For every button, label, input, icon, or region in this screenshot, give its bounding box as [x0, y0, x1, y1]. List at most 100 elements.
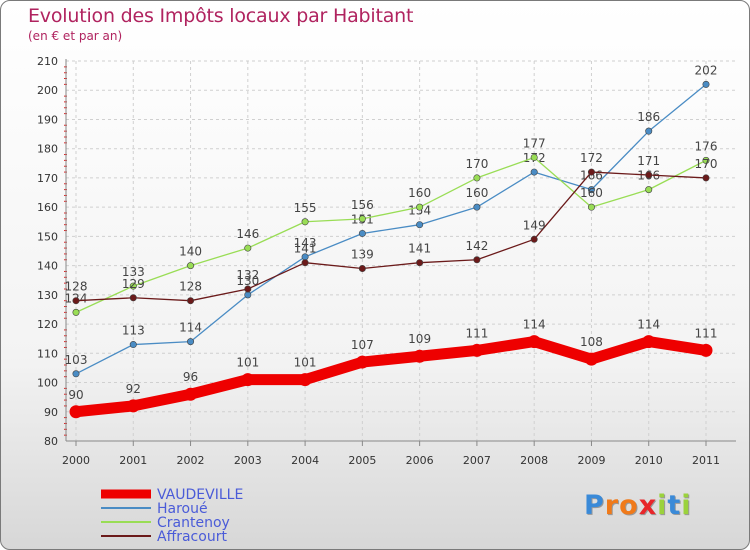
data-label: 146 [236, 227, 259, 241]
data-label: 128 [179, 280, 202, 294]
y-tick-label: 170 [37, 172, 58, 185]
data-point-affracourt [187, 297, 195, 305]
data-point-affracourt [129, 294, 137, 302]
data-label: 113 [122, 324, 145, 338]
data-point-crantenoy [72, 308, 80, 316]
data-label: 140 [179, 245, 202, 259]
data-point-crantenoy [129, 282, 137, 290]
y-tick-label: 110 [37, 347, 58, 360]
chart-subtitle: (en € et par an) [28, 29, 123, 43]
data-point-haroué [645, 127, 653, 135]
x-tick-label: 2002 [177, 454, 205, 467]
data-label: 133 [122, 265, 145, 279]
data-label: 109 [408, 332, 431, 346]
data-point-crantenoy [416, 203, 424, 211]
data-label: 141 [408, 242, 431, 256]
y-tick-label: 150 [37, 230, 58, 243]
y-tick-label: 100 [37, 377, 58, 390]
data-point-vaudeville [184, 387, 198, 401]
chart-title: Evolution des Impôts locaux par Habitant [28, 5, 414, 27]
data-label: 111 [695, 326, 718, 340]
data-point-affracourt [72, 297, 80, 305]
legend-label: VAUDEVILLE [157, 487, 243, 503]
legend-label: Affracourt [157, 529, 227, 545]
x-tick-label: 2003 [234, 454, 262, 467]
data-point-haroué [702, 80, 710, 88]
series-line-haroué [75, 83, 707, 375]
data-label: 114 [637, 318, 660, 332]
y-tick-label: 190 [37, 113, 58, 126]
x-tick-label: 2006 [406, 454, 434, 467]
data-point-crantenoy [301, 218, 309, 226]
data-point-affracourt [301, 259, 309, 267]
x-tick-label: 2005 [348, 454, 376, 467]
data-point-haroué [473, 203, 481, 211]
y-tick-label: 180 [37, 143, 58, 156]
legend-label: Haroué [157, 501, 208, 517]
logo-letter: i [657, 490, 668, 521]
data-point-crantenoy [645, 186, 653, 194]
data-point-crantenoy [187, 262, 195, 270]
y-tick-label: 130 [37, 289, 58, 302]
x-tick-label: 2010 [635, 454, 663, 467]
data-point-affracourt [702, 174, 710, 182]
logo-letter: P [584, 490, 605, 521]
logo-letter: x [638, 490, 658, 521]
data-label: 171 [637, 154, 660, 168]
series-line-affracourt [75, 171, 707, 302]
data-label: 143 [294, 236, 317, 250]
legend-label: Crantenoy [157, 515, 230, 531]
data-label: 170 [695, 157, 718, 171]
data-point-haroué [358, 229, 366, 237]
series-line-crantenoy [75, 156, 707, 314]
data-point-crantenoy [587, 203, 595, 211]
data-point-crantenoy [702, 156, 710, 164]
data-label: 103 [65, 353, 88, 367]
data-point-vaudeville [642, 335, 656, 349]
data-label: 96 [183, 370, 198, 384]
x-tick-label: 2001 [119, 454, 147, 467]
y-tick-label: 160 [37, 201, 58, 214]
data-point-haroué [129, 341, 137, 349]
data-label: 90 [68, 388, 83, 402]
data-label: 92 [126, 382, 141, 396]
x-tick-label: 2009 [577, 454, 605, 467]
data-label: 139 [351, 248, 374, 262]
data-label: 108 [580, 335, 603, 349]
data-label: 186 [637, 110, 660, 124]
data-point-crantenoy [358, 215, 366, 223]
y-tick-label: 210 [37, 55, 58, 68]
data-label: 101 [236, 356, 259, 370]
data-point-vaudeville [298, 373, 312, 387]
logo-letter: o [619, 490, 639, 521]
data-point-vaudeville [126, 399, 140, 413]
data-point-vaudeville [355, 355, 369, 369]
data-label: 172 [580, 151, 603, 165]
y-tick-label: 200 [37, 84, 58, 97]
data-label: 149 [523, 218, 546, 232]
x-tick-label: 2004 [291, 454, 319, 467]
data-point-affracourt [645, 171, 653, 179]
data-point-affracourt [473, 256, 481, 264]
data-point-haroué [530, 168, 538, 176]
data-point-affracourt [358, 265, 366, 273]
data-point-vaudeville [69, 405, 83, 419]
data-label: 176 [695, 139, 718, 153]
data-label: 154 [408, 204, 431, 218]
data-label: 160 [408, 186, 431, 200]
data-point-vaudeville [584, 352, 598, 366]
data-point-haroué [587, 186, 595, 194]
data-point-vaudeville [413, 349, 427, 363]
data-label: 141 [294, 242, 317, 256]
data-point-vaudeville [470, 343, 484, 357]
data-point-vaudeville [699, 343, 713, 357]
data-label: 107 [351, 338, 374, 352]
logo-letter: r [604, 490, 620, 521]
data-label: 101 [294, 356, 317, 370]
data-label: 130 [236, 274, 259, 288]
proxiti-logo: Proxiti [584, 490, 692, 521]
data-point-affracourt [530, 235, 538, 243]
data-label: 142 [465, 239, 488, 253]
data-label: 111 [465, 326, 488, 340]
data-point-vaudeville [241, 373, 255, 387]
